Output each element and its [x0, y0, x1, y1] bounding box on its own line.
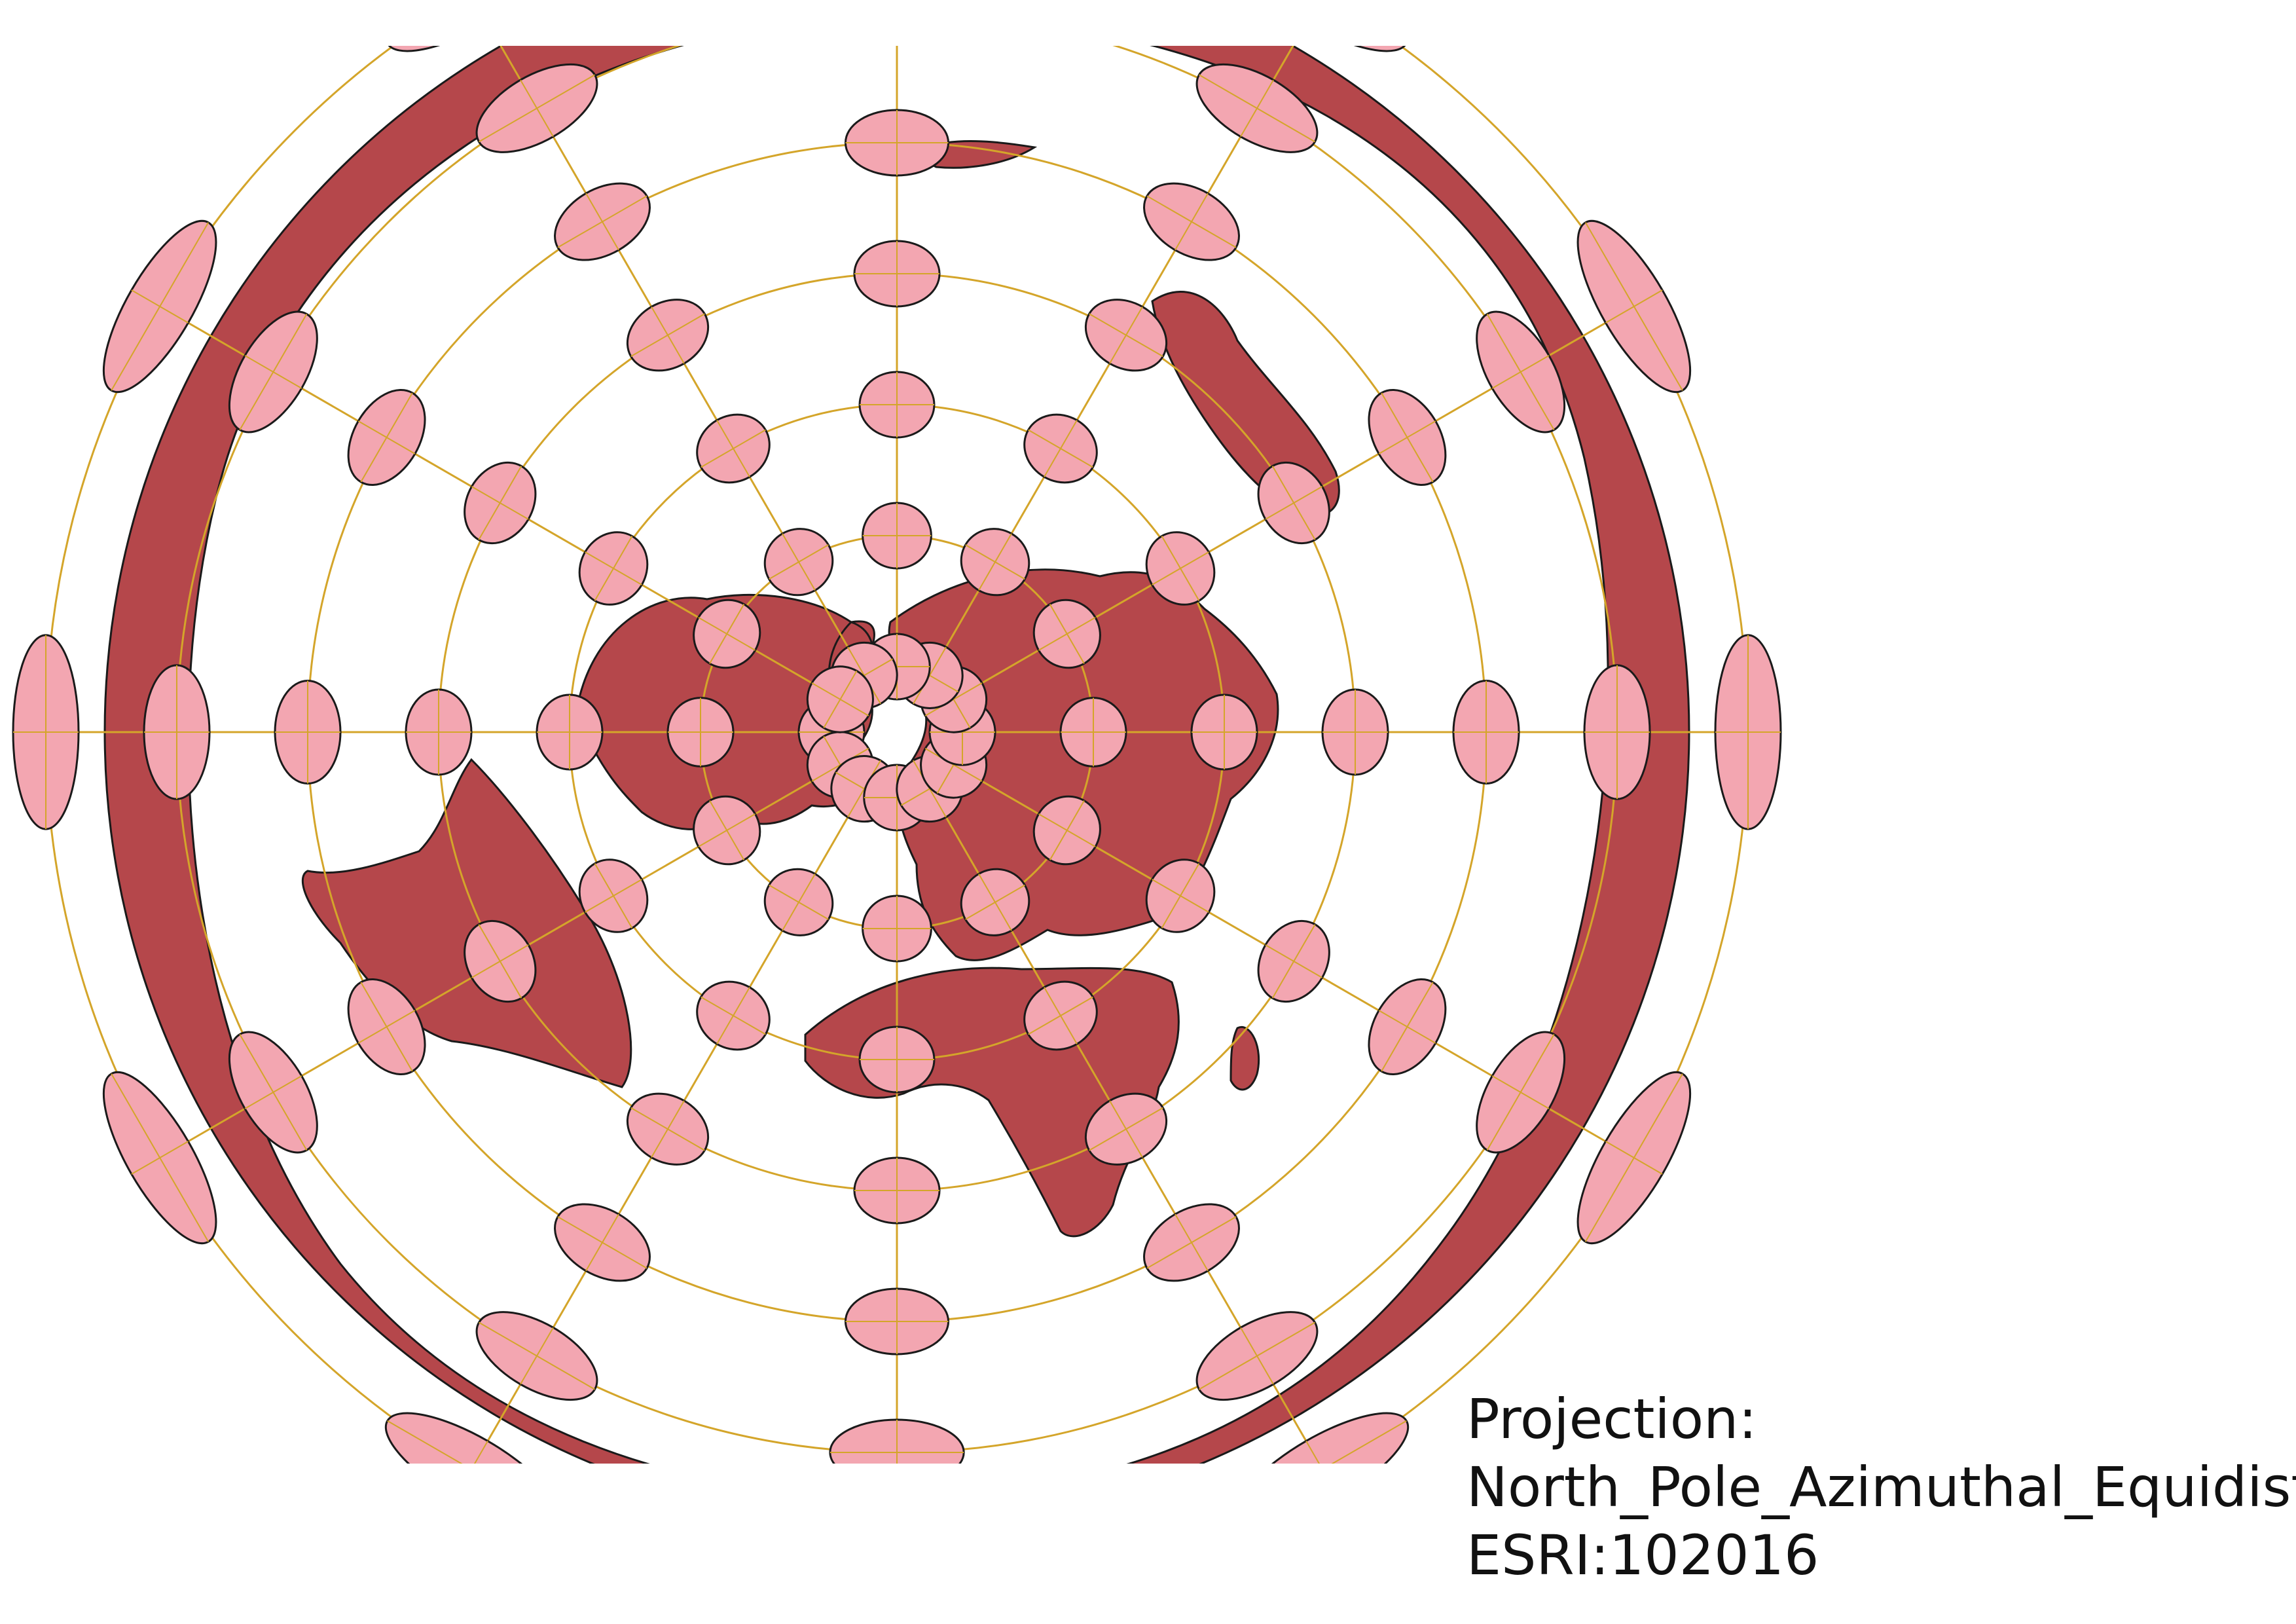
- tissot-axis-line: [823, 670, 858, 729]
- tissot-axis-line: [1028, 996, 1093, 1035]
- tissot-axis-line: [1584, 222, 1683, 391]
- tissot-axis-line: [1199, 1321, 1315, 1390]
- tissot-axis-line: [111, 1073, 210, 1242]
- tissot-axis-line: [557, 195, 647, 248]
- tissot-axis-line: [630, 1107, 705, 1151]
- tissot-axis-line: [1161, 863, 1200, 929]
- projection-caption: Projection: North_Pole_Azimuthal_Equidis…: [1467, 1385, 2296, 1589]
- tissot-axis-line: [1584, 1073, 1683, 1242]
- tissot-axis-line: [965, 884, 1025, 920]
- projection-name: North_Pole_Azimuthal_Equidistant: [1467, 1455, 2296, 1519]
- tissot-axis-line: [709, 800, 745, 860]
- tissot-axis-line: [1089, 1107, 1163, 1151]
- tissot-axis-line: [478, 924, 522, 999]
- tissot-axis-line: [1161, 536, 1200, 601]
- tissot-axis-line: [1146, 195, 1237, 248]
- tissot-axis-line: [1381, 392, 1434, 483]
- tissot-axis-line: [1271, 466, 1316, 540]
- tissot-axis-line: [479, 74, 595, 143]
- tissot-axis-line: [478, 466, 522, 540]
- tissot-axis-line: [709, 604, 745, 664]
- tissot-axis-line: [701, 996, 766, 1035]
- tissot-axis-line: [1306, 0, 1339, 23]
- kamchatka-alaska-land: [1151, 290, 1340, 517]
- tissot-axis-line: [769, 884, 829, 920]
- tissot-axis-line: [1146, 1216, 1237, 1269]
- tissot-axis-line: [360, 392, 413, 483]
- tissot-axis-line: [701, 429, 766, 468]
- tissot-axis-line: [594, 863, 633, 929]
- tissot-axis-line: [769, 544, 829, 580]
- tissot-axis-line: [1049, 800, 1085, 860]
- tissot-axis-line: [479, 1321, 595, 1390]
- tissot-axis-line: [360, 982, 413, 1072]
- tissot-axis-line: [1028, 429, 1093, 468]
- tissot-axis-line: [1238, 1420, 1407, 1464]
- projection-label: Projection:: [1467, 1387, 1757, 1451]
- tissot-axis-line: [1049, 604, 1085, 664]
- tissot-axis-line: [965, 544, 1025, 580]
- tissot-axis-line: [1239, 0, 1407, 43]
- tissot-axis-line: [1486, 1034, 1555, 1151]
- tissot-axis-line: [630, 313, 705, 358]
- tissot-ellipse: [830, 0, 964, 45]
- tissot-axis-line: [455, 0, 488, 23]
- tissot-axis-line: [1271, 924, 1316, 999]
- madagascar-land: [1230, 1025, 1260, 1091]
- tissot-indicatrix: [12, 0, 1782, 1616]
- tissot-axis-line: [594, 536, 633, 601]
- tissot-axis-line: [557, 1216, 647, 1269]
- tissot-axis-line: [239, 1034, 308, 1151]
- tissot-axis-line: [111, 222, 210, 391]
- projection-code: ESRI:102016: [1467, 1523, 1819, 1587]
- tissot-axis-line: [388, 0, 556, 43]
- tissot-axis-line: [1381, 982, 1434, 1072]
- tissot-axis-line: [387, 1420, 556, 1464]
- tissot-axis-line: [1305, 1441, 1339, 1464]
- tissot-axis-line: [1486, 314, 1555, 430]
- tissot-axis-line: [454, 1441, 488, 1464]
- tissot-axis-line: [239, 314, 308, 430]
- tissot-ellipse: [800, 1551, 994, 1616]
- tissot-axis-line: [1089, 313, 1163, 358]
- ocean-disc: [187, 46, 1609, 1464]
- tissot-axis-line: [1199, 74, 1315, 143]
